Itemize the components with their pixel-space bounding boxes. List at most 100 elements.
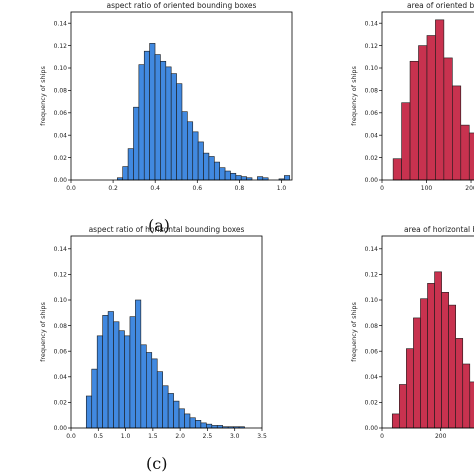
chart-a1: aspect ratio of oriented bounding boxes f… <box>39 1 293 192</box>
x-tick-label: 2.0 <box>175 433 185 440</box>
plot-frame <box>70 11 293 181</box>
y-tick-label: 0.14 <box>54 246 68 253</box>
x-tick-label: 0.2 <box>108 185 118 192</box>
histogram-bar <box>178 408 185 429</box>
histogram-bar <box>284 175 291 181</box>
chart-title: area of horizontal bounding boxes <box>404 225 474 234</box>
y-tick-label: 0.04 <box>365 132 379 139</box>
x-tick-label: 0.6 <box>193 185 203 192</box>
histogram-bar <box>195 420 202 429</box>
histogram-bar <box>460 124 470 181</box>
y-tick-label: 0.14 <box>365 20 379 27</box>
y-tick-label: 0.10 <box>365 297 379 304</box>
x-tick-label: 2.5 <box>203 433 213 440</box>
y-tick-label: 0.12 <box>365 272 379 279</box>
histogram-bar <box>143 50 150 181</box>
y-tick-label: 0.02 <box>365 400 379 407</box>
histogram-bar <box>203 152 210 181</box>
histogram-bar <box>181 111 188 181</box>
chart-a2: area of oriented bounding boxes frequency… <box>350 1 474 192</box>
y-axis-label: frequency of ships <box>39 65 47 125</box>
chart-title: aspect ratio of oriented bounding boxes <box>107 1 257 10</box>
histogram-bar <box>257 176 264 181</box>
y-tick-label: 0.04 <box>54 374 68 381</box>
y-tick-label: 0.06 <box>365 110 379 117</box>
histogram-bar <box>167 393 174 429</box>
x-tick-label: 1.5 <box>148 433 158 440</box>
histogram-bar <box>113 321 120 429</box>
histogram-bar <box>124 335 131 429</box>
y-tick-label: 0.00 <box>54 177 68 184</box>
y-axis-label: frequency of ships <box>350 65 358 125</box>
histogram-bar <box>230 172 237 181</box>
y-tick-label: 0.00 <box>365 425 379 432</box>
histogram-bar <box>426 35 436 181</box>
histogram-bar <box>206 423 213 429</box>
x-tick-label: 3.0 <box>230 433 240 440</box>
histogram-bar <box>149 43 156 181</box>
histogram-bar <box>107 311 114 429</box>
histogram-bar <box>435 19 445 181</box>
histogram-bar <box>122 166 129 181</box>
histogram-bar <box>418 45 428 181</box>
histogram-bar <box>224 170 231 181</box>
y-tick-label: 0.06 <box>365 348 379 355</box>
y-axis-label: frequency of ships <box>350 301 358 361</box>
histogram-bar <box>399 384 407 429</box>
x-tick-label: 0 <box>380 433 384 440</box>
y-tick-label: 0.04 <box>54 132 68 139</box>
x-tick-label: 200 <box>465 185 474 192</box>
histogram-bar <box>192 131 199 181</box>
chart-c2: area of horizontal bounding boxes frequen… <box>350 225 474 440</box>
chart-c1: aspect ratio of horizontal bounding boxe… <box>39 225 267 440</box>
histogram-bar <box>455 338 464 429</box>
x-tick-label: 1.0 <box>277 185 287 192</box>
histogram-bar <box>406 348 414 429</box>
y-tick-label: 0.00 <box>365 177 379 184</box>
histogram-bar <box>441 292 449 429</box>
caption-a: (a) <box>148 216 171 235</box>
histogram-bar <box>468 132 474 181</box>
histogram-bar <box>219 167 226 181</box>
y-tick-label: 0.06 <box>54 110 68 117</box>
y-tick-label: 0.02 <box>54 400 68 407</box>
histogram-bar <box>420 298 428 429</box>
histogram-bar <box>146 352 153 429</box>
y-tick-label: 0.08 <box>365 323 379 330</box>
histogram-bar <box>151 358 158 429</box>
y-tick-label: 0.08 <box>54 88 68 95</box>
caption-c: (c) <box>146 454 168 473</box>
histogram-bar <box>160 60 167 181</box>
chart-title: aspect ratio of horizontal bounding boxe… <box>89 225 245 234</box>
y-tick-label: 0.14 <box>365 246 379 253</box>
plot-frame <box>70 235 263 429</box>
x-tick-label: 0 <box>380 185 384 192</box>
chart-title: area of oriented bounding boxes <box>407 1 474 10</box>
y-tick-label: 0.10 <box>54 65 68 72</box>
plot-frame <box>381 235 474 429</box>
histogram-bar <box>213 161 220 181</box>
histogram-bar <box>452 85 462 181</box>
histogram-bar <box>176 83 183 181</box>
histogram-bar <box>170 73 177 181</box>
y-tick-label: 0.12 <box>365 43 379 50</box>
histogram-bar <box>129 316 136 429</box>
histogram-bar <box>156 371 163 429</box>
x-tick-label: 0.0 <box>66 433 76 440</box>
histogram-bar <box>102 315 109 429</box>
histogram-bar <box>208 156 215 181</box>
y-tick-label: 0.08 <box>54 323 68 330</box>
histogram-bar <box>85 395 93 429</box>
plot-frame <box>381 11 474 181</box>
histogram-bar <box>469 381 474 429</box>
histogram-bar <box>240 176 247 181</box>
histogram-bar <box>140 344 147 429</box>
histogram-bar <box>448 304 456 429</box>
histogram-bar <box>133 106 140 181</box>
y-tick-label: 0.08 <box>365 88 379 95</box>
y-tick-label: 0.06 <box>54 348 68 355</box>
x-tick-label: 200 <box>435 433 447 440</box>
histogram-bar <box>392 158 402 181</box>
x-tick-label: 0.8 <box>235 185 245 192</box>
histogram-bar <box>391 413 400 429</box>
